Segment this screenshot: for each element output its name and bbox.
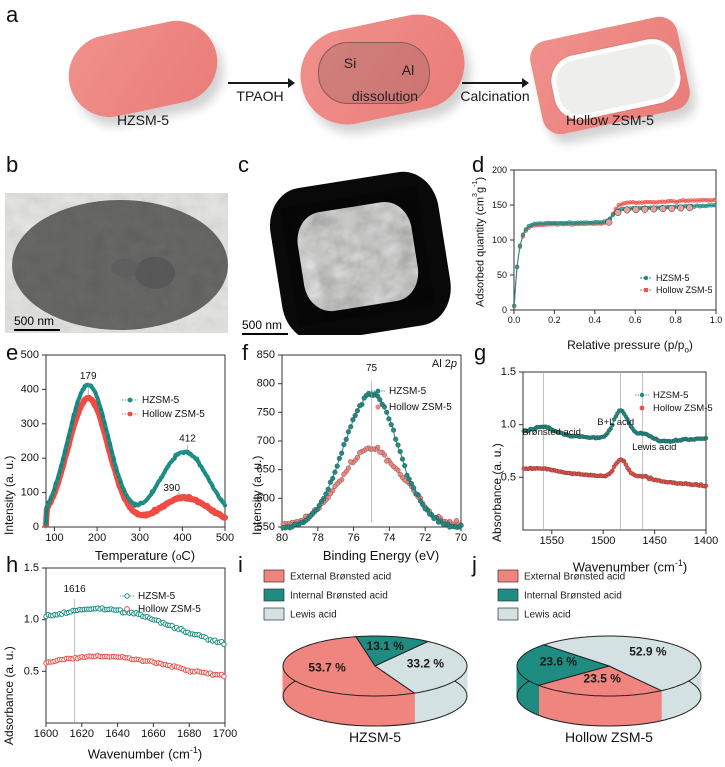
svg-text:Hollow ZSM-5: Hollow ZSM-5 — [653, 403, 713, 414]
svg-text:150: 150 — [492, 200, 507, 210]
svg-text:0.4: 0.4 — [589, 315, 602, 325]
svg-text:1400: 1400 — [694, 535, 718, 547]
svg-text:HZSM-5: HZSM-5 — [653, 390, 688, 401]
svg-text:B+L acid: B+L acid — [597, 417, 634, 428]
svg-text:1640: 1640 — [105, 728, 129, 740]
svg-text:HZSM-5: HZSM-5 — [138, 591, 176, 602]
svg-text:500: 500 — [216, 532, 234, 544]
svg-text:0.2: 0.2 — [548, 315, 561, 325]
svg-text:200: 200 — [88, 532, 106, 544]
svg-text:Hollow ZSM-5: Hollow ZSM-5 — [138, 604, 201, 615]
svg-text:33.2 %: 33.2 % — [407, 656, 445, 670]
svg-text:0.0: 0.0 — [508, 315, 521, 325]
svg-text:75: 75 — [366, 363, 378, 374]
svg-text:412: 412 — [179, 434, 196, 445]
svg-text:External Brønsted acid: External Brønsted acid — [290, 572, 391, 583]
svg-text:300: 300 — [131, 532, 149, 544]
svg-text:Hollow ZSM-5: Hollow ZSM-5 — [389, 402, 452, 413]
svg-text:1.0: 1.0 — [24, 614, 39, 626]
svg-text:74: 74 — [383, 532, 395, 544]
svg-text:80: 80 — [276, 532, 288, 544]
svg-text:0.5: 0.5 — [24, 665, 39, 677]
svg-text:0.8: 0.8 — [669, 315, 682, 325]
svg-text:Lewis acid: Lewis acid — [290, 610, 337, 621]
svg-text:53.7 %: 53.7 % — [308, 660, 346, 674]
svg-text:Hollow ZSM-5: Hollow ZSM-5 — [656, 285, 713, 295]
svg-text:50: 50 — [497, 270, 507, 280]
svg-text:Hollow ZSM-5: Hollow ZSM-5 — [142, 409, 205, 420]
svg-text:HZSM-5: HZSM-5 — [656, 273, 690, 283]
svg-text:200: 200 — [21, 452, 39, 464]
svg-text:179: 179 — [80, 371, 97, 382]
svg-text:1600: 1600 — [34, 728, 58, 740]
svg-text:Internal Brønsted acid: Internal Brønsted acid — [290, 591, 388, 602]
svg-text:78: 78 — [312, 532, 324, 544]
svg-text:1550: 1550 — [540, 535, 564, 547]
svg-text:72: 72 — [419, 532, 431, 544]
svg-text:0.6: 0.6 — [629, 315, 642, 325]
svg-text:HZSM-5: HZSM-5 — [389, 386, 427, 397]
svg-text:1620: 1620 — [70, 728, 94, 740]
svg-text:850: 850 — [257, 349, 275, 361]
svg-text:0: 0 — [502, 305, 507, 315]
svg-text:76: 76 — [347, 532, 359, 544]
svg-text:Lewis acid: Lewis acid — [632, 442, 676, 453]
svg-text:1500: 1500 — [591, 535, 615, 547]
svg-text:Internal Brønsted acid: Internal Brønsted acid — [524, 591, 622, 602]
svg-text:70: 70 — [455, 532, 467, 544]
svg-text:23.6 %: 23.6 % — [540, 654, 578, 668]
svg-text:100: 100 — [45, 532, 63, 544]
svg-text:HZSM-5: HZSM-5 — [142, 395, 180, 406]
svg-text:13.1 %: 13.1 % — [367, 639, 405, 653]
svg-text:400: 400 — [173, 532, 191, 544]
svg-text:1.5: 1.5 — [501, 366, 516, 378]
svg-text:500: 500 — [21, 349, 39, 361]
svg-text:200: 200 — [492, 165, 507, 175]
svg-text:300: 300 — [21, 418, 39, 430]
svg-text:100: 100 — [21, 487, 39, 499]
svg-text:400: 400 — [21, 383, 39, 395]
svg-text:Lewis acid: Lewis acid — [524, 610, 571, 621]
svg-text:0: 0 — [33, 521, 39, 533]
svg-text:1616: 1616 — [63, 584, 86, 595]
svg-text:External Brønsted acid: External Brønsted acid — [524, 572, 625, 583]
svg-text:100: 100 — [492, 235, 507, 245]
svg-text:23.5 %: 23.5 % — [584, 671, 622, 685]
svg-text:Brønsted acid: Brønsted acid — [522, 427, 581, 438]
svg-text:1450: 1450 — [642, 535, 666, 547]
svg-text:1.0: 1.0 — [710, 315, 723, 325]
svg-text:HZSM-5: HZSM-5 — [349, 729, 401, 743]
svg-text:390: 390 — [163, 483, 180, 494]
svg-text:52.9 %: 52.9 % — [629, 644, 667, 658]
svg-text:800: 800 — [257, 378, 275, 390]
svg-text:Hollow ZSM-5: Hollow ZSM-5 — [565, 729, 653, 743]
svg-text:1.5: 1.5 — [24, 562, 39, 574]
svg-text:1660: 1660 — [141, 728, 165, 740]
svg-text:Al 2p: Al 2p — [432, 358, 457, 370]
svg-text:1680: 1680 — [177, 728, 201, 740]
